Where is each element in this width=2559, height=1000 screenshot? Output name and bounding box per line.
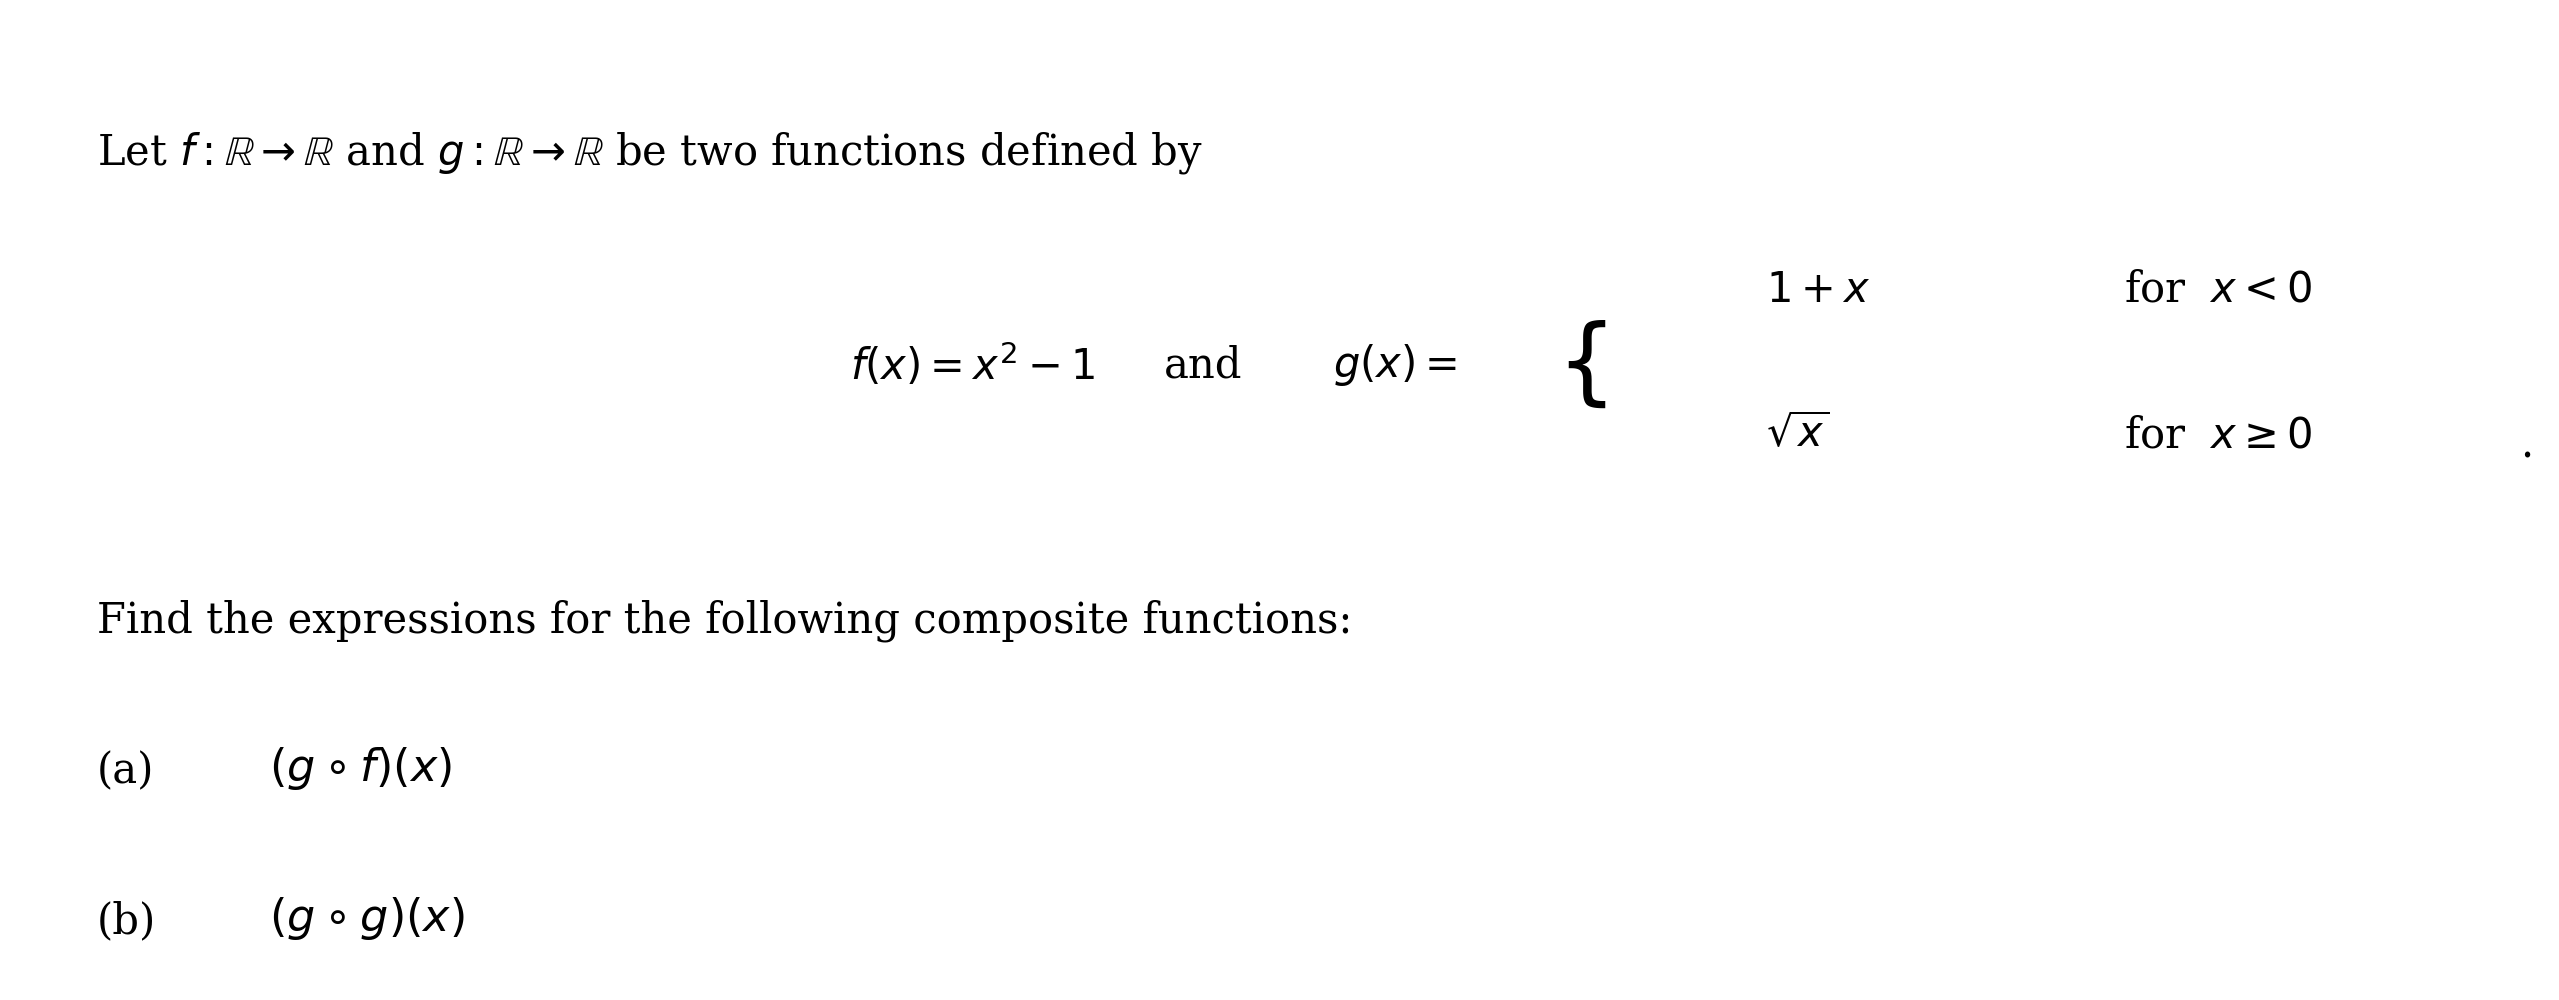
Text: $(g \circ g)(x)$: $(g \circ g)(x)$: [269, 895, 463, 942]
Text: (b): (b): [97, 900, 156, 942]
Text: $(g \circ f)(x)$: $(g \circ f)(x)$: [269, 745, 453, 792]
Text: Let $f:\mathbb{R} \rightarrow \mathbb{R}$ and $g:\mathbb{R} \rightarrow \mathbb{: Let $f:\mathbb{R} \rightarrow \mathbb{R}…: [97, 130, 1203, 176]
Text: $f(x) = x^2 - 1$: $f(x) = x^2 - 1$: [850, 341, 1095, 389]
Text: $g(x) = $: $g(x) = $: [1333, 342, 1456, 388]
Text: $\sqrt{x}$: $\sqrt{x}$: [1766, 414, 1830, 456]
Text: and: and: [1164, 344, 1241, 386]
Text: Find the expressions for the following composite functions:: Find the expressions for the following c…: [97, 600, 1354, 643]
Text: .: .: [2521, 424, 2533, 466]
Text: for  $x < 0$: for $x < 0$: [2124, 269, 2313, 311]
Text: $\{$: $\{$: [1556, 319, 1607, 411]
Text: (a): (a): [97, 750, 154, 792]
Text: for  $x \geq 0$: for $x \geq 0$: [2124, 414, 2313, 456]
Text: $1 + x$: $1 + x$: [1766, 269, 1871, 311]
